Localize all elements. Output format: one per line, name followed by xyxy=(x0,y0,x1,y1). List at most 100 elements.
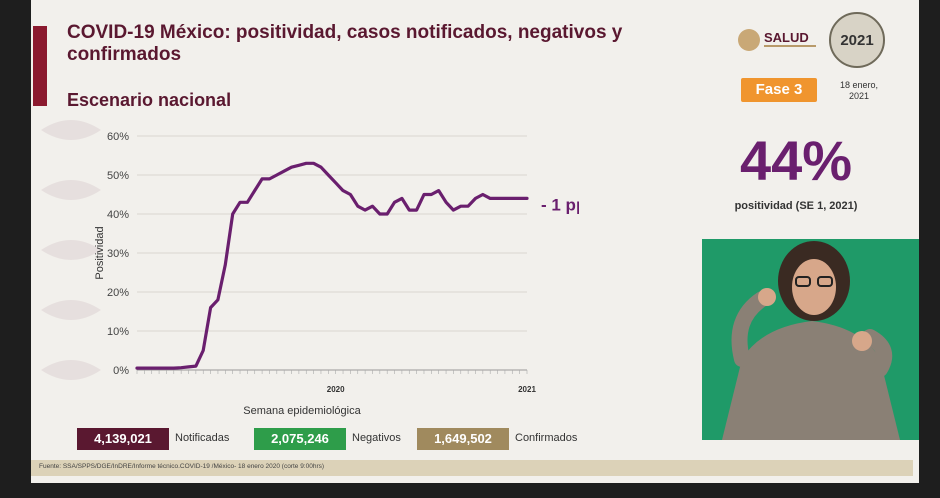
data-point-23 xyxy=(305,162,308,165)
y-tick-label-1: 10% xyxy=(107,326,129,338)
salud-logo-text: SALUD xyxy=(764,30,809,45)
data-point-25 xyxy=(320,166,322,168)
data-point-39 xyxy=(423,193,425,196)
y-tick-label-0: 0% xyxy=(113,365,129,377)
data-point-0 xyxy=(136,367,138,369)
data-point-10 xyxy=(209,306,212,309)
interpreter-hand-left xyxy=(758,288,776,306)
x-year-label-0: 2020 xyxy=(327,385,345,394)
interpreter-body xyxy=(722,321,900,440)
data-point-38 xyxy=(415,209,418,211)
data-point-50 xyxy=(504,197,506,200)
negativos-value: 2,075,246 xyxy=(254,428,346,450)
data-point-35 xyxy=(393,201,396,204)
year-2021-seal-icon: 2021 xyxy=(829,12,885,68)
data-point-16 xyxy=(253,189,256,192)
confirmados-label: Confirmados xyxy=(515,432,578,444)
data-point-46 xyxy=(474,197,477,200)
data-point-33 xyxy=(379,213,381,215)
data-point-42 xyxy=(445,201,447,204)
y-tick-label-5: 50% xyxy=(107,170,129,182)
source-footer: Fuente: SSA/SPPS/DGE/InDRE/Informe técni… xyxy=(31,460,913,476)
interpreter-hand-right xyxy=(852,331,872,351)
data-point-24 xyxy=(312,162,315,165)
data-point-45 xyxy=(467,205,469,207)
page-title: COVID-19 México: positividad, casos noti… xyxy=(67,22,623,65)
x-year-label-1: 2021 xyxy=(518,385,536,394)
data-point-12 xyxy=(224,263,227,266)
data-point-14 xyxy=(239,201,241,204)
data-point-13 xyxy=(231,213,234,215)
source-text: Fuente: SSA/SPPS/DGE/InDRE/Informe técni… xyxy=(39,463,325,470)
accent-bar xyxy=(33,26,47,106)
data-point-51 xyxy=(511,197,514,200)
data-point-20 xyxy=(283,170,285,172)
salud-emblem-icon xyxy=(738,29,760,51)
interpreter-arm-left xyxy=(731,291,770,367)
y-tick-label-6: 60% xyxy=(107,131,129,143)
y-axis-label: Positividad xyxy=(94,226,106,279)
data-point-1 xyxy=(143,367,146,369)
data-point-8 xyxy=(195,365,197,367)
data-point-6 xyxy=(180,366,182,369)
y-tick-label-3: 30% xyxy=(107,248,129,260)
interpreter-face xyxy=(792,259,836,315)
data-point-9 xyxy=(202,349,205,352)
data-point-26 xyxy=(327,174,330,176)
positivity-label: positividad (SE 1, 2021) xyxy=(734,200,858,212)
notificadas-label: Notificadas xyxy=(175,432,230,444)
watermark-pattern xyxy=(41,120,101,380)
data-point-28 xyxy=(342,189,344,192)
x-axis-label: Semana epidemiológica xyxy=(243,405,361,417)
data-point-22 xyxy=(298,164,300,167)
data-point-52 xyxy=(518,197,521,200)
data-point-31 xyxy=(364,209,366,211)
positivity-line-chart: 0% 10% 20% 30% 40% 50% 60% 2020 2021 Positividad S… xyxy=(94,131,579,417)
data-point-44 xyxy=(459,205,462,207)
data-point-27 xyxy=(334,182,337,184)
data-point-18 xyxy=(268,178,271,180)
data-point-15 xyxy=(246,201,249,204)
data-point-17 xyxy=(261,178,263,180)
salud-logo-rule xyxy=(764,45,816,47)
negativos-label: Negativos xyxy=(352,432,401,444)
phase-badge: Fase 3 xyxy=(741,78,817,102)
data-point-3 xyxy=(158,367,160,369)
data-point-48 xyxy=(489,197,492,200)
data-point-43 xyxy=(452,209,455,211)
report-date-line2: 2021 xyxy=(848,91,870,101)
data-point-11 xyxy=(217,299,219,301)
data-point-53 xyxy=(526,197,528,200)
data-point-32 xyxy=(371,205,374,207)
salud-logo: SALUD xyxy=(738,27,818,55)
data-point-34 xyxy=(386,213,388,215)
report-date-line1: 18 enero, xyxy=(839,80,879,90)
data-point-2 xyxy=(150,367,153,369)
data-point-7 xyxy=(187,366,190,368)
data-point-30 xyxy=(356,205,359,207)
positivity-series-line xyxy=(135,161,529,370)
seal-year: 2021 xyxy=(840,32,874,49)
data-point-47 xyxy=(482,193,484,196)
data-point-21 xyxy=(290,166,293,168)
report-date: 18 enero, 2021 xyxy=(829,80,889,102)
data-point-19 xyxy=(276,174,278,176)
y-tick-label-2: 20% xyxy=(107,287,129,299)
interpreter-arm-right xyxy=(862,329,893,377)
page-subtitle: Escenario nacional xyxy=(67,90,232,110)
data-point-5 xyxy=(172,367,175,369)
data-point-49 xyxy=(496,197,499,200)
confirmados-value: 1,649,502 xyxy=(417,428,509,450)
data-point-36 xyxy=(401,197,403,200)
y-tick-label-4: 40% xyxy=(107,209,129,221)
notificadas-value: 4,139,021 xyxy=(77,428,169,450)
positivity-value: 44% xyxy=(739,129,853,192)
data-point-29 xyxy=(349,193,352,196)
data-point-40 xyxy=(430,193,433,196)
data-point-41 xyxy=(437,189,440,192)
slide: COVID-19 México: positividad, casos noti… xyxy=(31,0,919,483)
data-point-4 xyxy=(165,367,168,369)
sign-language-interpreter-video xyxy=(702,239,919,440)
change-annotation: - 1 pp xyxy=(541,195,579,214)
data-point-37 xyxy=(408,209,411,211)
